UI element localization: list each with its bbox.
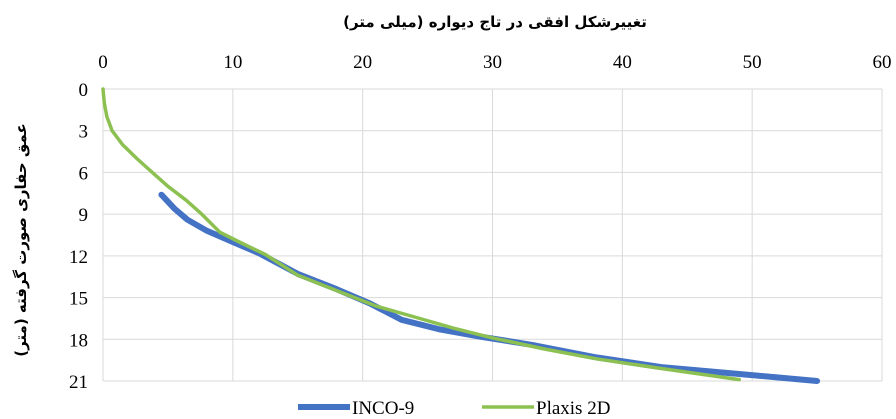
x-tick-label: 10 xyxy=(223,52,242,73)
x-tick-label: 20 xyxy=(353,52,372,73)
y-tick-label: 6 xyxy=(79,163,89,184)
x-tick-label: 50 xyxy=(743,52,762,73)
y-tick-label: 18 xyxy=(69,330,88,351)
y-tick-label: 0 xyxy=(79,80,89,101)
legend: INCO-9 Plaxis 2D xyxy=(298,398,610,419)
series-line-plaxis-2d xyxy=(101,87,741,382)
y-tick-label: 12 xyxy=(69,247,88,268)
series-line-inco-9 xyxy=(158,191,821,384)
y-tick-label: 9 xyxy=(79,205,89,226)
tick-labels: 0 10 20 30 40 50 60 0 3 6 9 12 15 18 21 xyxy=(69,52,892,393)
y-tick-label: 21 xyxy=(69,372,88,393)
y-axis-title: عمق حفاری صورت گرفته (متر) xyxy=(12,123,30,357)
y-tick-label: 15 xyxy=(69,289,88,310)
series-lines xyxy=(101,87,821,384)
x-tick-label: 30 xyxy=(483,52,502,73)
x-tick-label: 40 xyxy=(613,52,632,73)
legend-label-inco-9: INCO-9 xyxy=(352,398,414,419)
x-axis-title: تغییرشکل افقی در تاج دیواره (میلی متر) xyxy=(343,13,647,31)
legend-label-plaxis-2d: Plaxis 2D xyxy=(536,398,610,419)
y-tick-label: 3 xyxy=(79,122,89,143)
x-tick-label: 0 xyxy=(98,52,108,73)
x-tick-label: 60 xyxy=(873,52,892,73)
